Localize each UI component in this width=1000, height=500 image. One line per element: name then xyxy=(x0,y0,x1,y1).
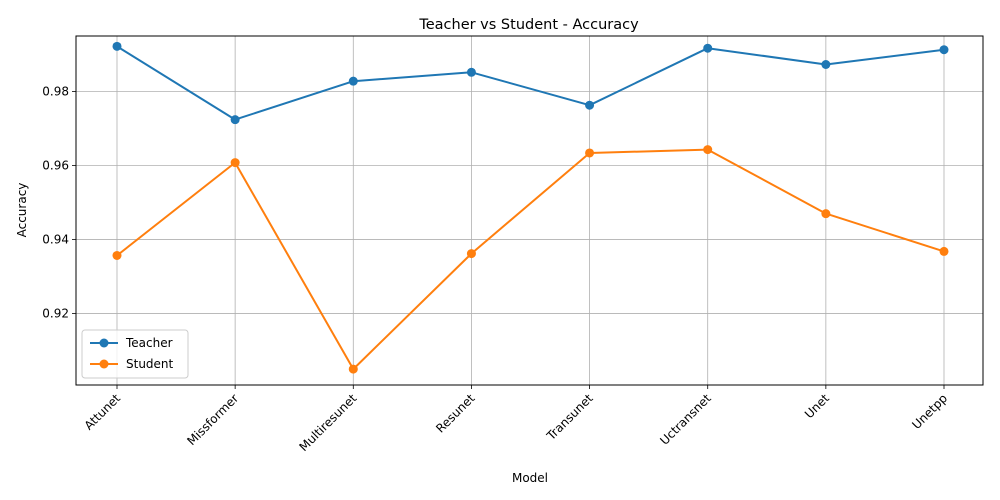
series-layer xyxy=(112,41,949,374)
x-tick-label: Missformer xyxy=(184,391,241,448)
grid xyxy=(76,36,983,385)
data-point-teacher xyxy=(939,45,949,55)
data-point-student xyxy=(348,364,358,374)
y-axis: 0.92 0.94 0.96 0.98 xyxy=(42,85,76,321)
data-point-student xyxy=(466,249,476,259)
data-point-student xyxy=(112,250,122,260)
data-point-teacher xyxy=(466,67,476,77)
y-axis-label: Accuracy xyxy=(15,183,29,238)
data-point-student xyxy=(230,158,240,168)
legend-teacher-label: Teacher xyxy=(125,336,173,350)
data-point-teacher xyxy=(585,100,595,110)
y-tick-label: 0.96 xyxy=(42,159,69,173)
legend: Teacher Student xyxy=(81,329,189,379)
x-tick-label: Unet xyxy=(802,391,832,421)
x-tick-label: Uctransnet xyxy=(657,391,714,448)
data-point-teacher xyxy=(348,76,358,86)
chart-title: Teacher vs Student - Accuracy xyxy=(418,17,639,33)
x-axis: Attunet Missformer Multiresunet Resunet Tran… xyxy=(82,385,950,454)
y-tick-label: 0.98 xyxy=(42,85,69,99)
x-tick-label: Attunet xyxy=(82,391,124,433)
x-tick-label: Transunet xyxy=(543,391,596,444)
plot-frame xyxy=(75,35,984,386)
data-point-student xyxy=(703,145,713,155)
data-point-student xyxy=(939,246,949,256)
legend-student-label: Student xyxy=(126,357,174,371)
x-tick-label: Unetpp xyxy=(909,391,950,432)
data-point-student xyxy=(585,148,595,158)
data-point-teacher xyxy=(112,41,122,51)
series-line-student xyxy=(116,148,945,371)
data-point-teacher xyxy=(230,115,240,125)
legend-teacher-marker xyxy=(99,338,109,348)
y-tick-label: 0.92 xyxy=(42,307,69,321)
series-line-teacher xyxy=(116,45,945,121)
x-axis-label: Model xyxy=(512,471,548,485)
x-tick-label: Resunet xyxy=(433,391,478,436)
data-point-teacher xyxy=(821,59,831,69)
data-point-student xyxy=(821,209,831,219)
y-tick-label: 0.94 xyxy=(42,233,69,247)
legend-student-marker xyxy=(99,359,109,369)
x-tick-label: Multiresunet xyxy=(297,391,360,454)
data-point-teacher xyxy=(703,43,713,53)
